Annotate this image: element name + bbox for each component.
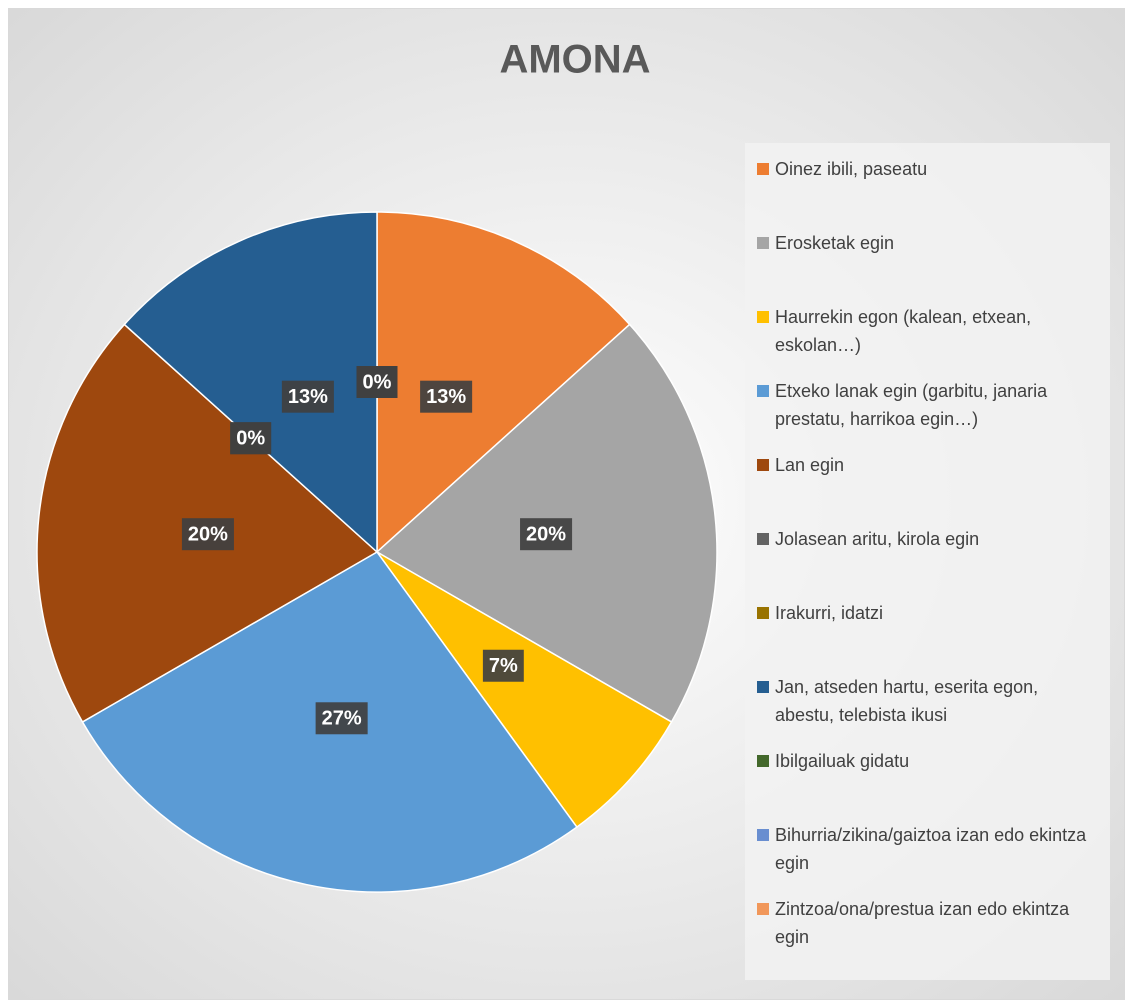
- legend-label: Lan egin: [775, 455, 845, 475]
- pie-slice: [376, 211, 631, 554]
- data-label-box: [420, 380, 473, 413]
- data-label-box: [482, 649, 524, 682]
- pie: [36, 211, 718, 893]
- data-label-box: [356, 366, 398, 398]
- data-label-box: [315, 702, 368, 735]
- legend-item: Jan, atseden hartu, eserita egon, abestu…: [757, 673, 1097, 729]
- data-label: 0%: [230, 422, 272, 455]
- legend-swatch: [757, 311, 769, 323]
- legend-label: Jan, atseden hartu, eserita egon, abestu…: [775, 677, 1039, 725]
- legend-swatch: [757, 681, 769, 693]
- legend-swatch: [757, 533, 769, 545]
- legend-swatch: [757, 459, 769, 471]
- data-label-text: 0%: [363, 371, 392, 393]
- legend-swatch: [757, 385, 769, 397]
- legend-label: Irakurri, idatzi: [775, 603, 884, 623]
- legend-item: Lan egin: [757, 451, 1097, 479]
- legend-item: Oinez ibili, paseatu: [757, 155, 1097, 183]
- legend-item: Etxeko lanak egin (garbitu, janaria pres…: [757, 377, 1097, 433]
- pie-slice: [123, 211, 378, 554]
- data-label-box: [181, 518, 234, 551]
- legend-swatch: [757, 829, 769, 841]
- legend-item: Bihurria/zikina/gaiztoa izan edo ekintza…: [757, 821, 1097, 877]
- legend-swatch: [757, 163, 769, 175]
- legend-label: Oinez ibili, paseatu: [775, 159, 928, 179]
- data-label: 27%: [315, 702, 368, 735]
- chart-title: AMONA: [499, 38, 650, 82]
- data-label-text: 20%: [526, 523, 566, 545]
- data-label-text: 7%: [489, 655, 518, 677]
- data-label: 7%: [482, 649, 524, 682]
- data-label: 20%: [181, 518, 234, 551]
- legend-item: Irakurri, idatzi: [757, 599, 1097, 627]
- legend-label: Bihurria/zikina/gaiztoa izan edo ekintza…: [775, 825, 1087, 873]
- pie-slice: [376, 551, 673, 829]
- legend-item: Zintzoa/ona/prestua izan edo ekintza egi…: [757, 895, 1097, 951]
- legend-swatch: [757, 903, 769, 915]
- data-label-text: 13%: [288, 386, 328, 408]
- legend: Oinez ibili, paseatu Erosketak egin Haurre…: [745, 143, 1110, 980]
- data-label-text: 0%: [236, 428, 265, 450]
- legend-label: Erosketak egin: [775, 233, 895, 253]
- legend-item: Haurrekin egon (kalean, etxean, eskolan……: [757, 303, 1097, 359]
- legend-item: Erosketak egin: [757, 229, 1097, 257]
- legend-label: Haurrekin egon (kalean, etxean, eskolan……: [775, 307, 1032, 355]
- data-label: 13%: [281, 380, 334, 413]
- data-label: 13%: [420, 380, 473, 413]
- legend-label: Ibilgailuak gidatu: [775, 751, 910, 771]
- legend-item: Ibilgailuak gidatu: [757, 747, 1097, 775]
- legend-item: Jolasean aritu, kirola egin: [757, 525, 1097, 553]
- legend-swatch: [757, 755, 769, 767]
- legend-swatch: [757, 607, 769, 619]
- data-label-text: 20%: [188, 523, 228, 545]
- legend-swatch: [757, 237, 769, 249]
- legend-label: Jolasean aritu, kirola egin: [775, 529, 980, 549]
- data-label-text: 13%: [426, 386, 466, 408]
- data-label: 0%: [356, 366, 398, 398]
- data-labels: 13%20%7%27%20%0%0%13%0%0%0%: [181, 366, 573, 735]
- data-label-text: 27%: [322, 708, 362, 730]
- data-label-box: [520, 518, 573, 551]
- data-label: 20%: [520, 518, 573, 551]
- data-label-box: [230, 422, 272, 455]
- legend-label: Etxeko lanak egin (garbitu, janaria pres…: [775, 381, 1048, 429]
- data-label-box: [281, 380, 334, 413]
- legend-label: Zintzoa/ona/prestua izan edo ekintza egi…: [775, 899, 1070, 947]
